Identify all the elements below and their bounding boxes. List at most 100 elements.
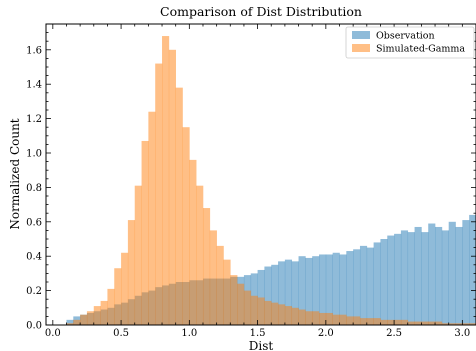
x-tick-label: 0.0: [45, 328, 61, 339]
series-simulated-gamma: [66, 36, 476, 326]
histogram-bar: [346, 316, 354, 325]
histogram-bar: [284, 306, 293, 325]
histogram-bar: [353, 249, 361, 325]
x-tick-label: 0.5: [113, 328, 129, 339]
y-tick-label: 0.2: [26, 286, 42, 297]
histogram-bar: [271, 264, 279, 325]
y-tick-label: 0.6: [26, 217, 42, 228]
y-tick-label: 0.0: [26, 321, 42, 332]
histogram-bar: [162, 36, 170, 325]
legend-label-observation: Observation: [376, 31, 435, 42]
histogram-bar: [141, 140, 149, 325]
x-tick-label: 2.0: [318, 328, 334, 339]
histogram-bar: [414, 226, 422, 325]
histogram-bar: [332, 252, 340, 325]
histogram-bar: [291, 261, 299, 325]
histogram-bar: [469, 214, 476, 325]
y-tick-label: 1.0: [26, 149, 42, 160]
y-tick-label: 0.8: [26, 183, 42, 194]
histogram-bar: [455, 226, 463, 325]
chart-title: Comparison of Dist Distribution: [160, 4, 362, 19]
histogram-bar: [394, 319, 402, 325]
histogram-bar: [462, 323, 470, 325]
histogram-bar: [380, 239, 388, 325]
histogram-bar: [428, 223, 436, 325]
histogram-bar: [448, 323, 456, 325]
histogram-bar: [346, 251, 354, 325]
histogram-bar: [66, 319, 74, 325]
histogram-bar: [373, 242, 381, 325]
histogram-bar: [209, 230, 217, 325]
histogram-bar: [182, 127, 190, 325]
histogram-bar: [134, 185, 142, 325]
histogram-bar: [196, 185, 204, 325]
histogram-bar: [462, 220, 470, 325]
legend-swatch-simulated-gamma: [352, 44, 370, 52]
histogram-bar: [366, 318, 374, 325]
histogram-bar: [223, 259, 231, 325]
histogram-bar: [332, 314, 340, 325]
histogram-bar: [278, 304, 286, 325]
legend-swatch-observation: [352, 31, 370, 39]
histogram-bar: [339, 254, 347, 325]
legend-label-simulated-gamma: Simulated-Gamma: [376, 44, 465, 55]
histogram-bar: [435, 321, 443, 325]
histogram-bar: [243, 290, 252, 325]
histogram-bar: [189, 159, 197, 325]
histogram-bar: [175, 87, 183, 325]
histogram-bar: [407, 321, 415, 325]
histogram-bar: [250, 295, 258, 325]
histogram-bar: [394, 233, 402, 325]
histogram-bar: [100, 300, 108, 325]
histogram-bar: [428, 321, 436, 325]
x-tick-label: 2.5: [386, 328, 402, 339]
legend-box: [345, 26, 475, 59]
histogram-bar: [435, 226, 443, 325]
histogram-bar: [284, 259, 293, 325]
histogram-bar: [107, 288, 115, 325]
histogram-bar: [298, 256, 306, 325]
ticks-layer: 0.0 0.5 1.0 1.5 2.0 2.5 3.0 0.0 0.2 0.4 0.6 0.8 1.0 1…: [26, 24, 476, 339]
histogram-bar: [319, 312, 327, 325]
legend: Observation Simulated-Gamma: [345, 26, 475, 59]
histogram-bar: [202, 208, 211, 325]
plot-frame: [45, 23, 476, 326]
histogram-bar: [66, 323, 74, 325]
histogram-bar: [93, 306, 101, 325]
histogram-bar: [148, 111, 156, 325]
histogram-bar: [421, 232, 429, 325]
histogram-bar: [421, 321, 429, 325]
histogram-bar: [325, 254, 333, 325]
histogram-bar: [441, 323, 449, 325]
histogram-bar: [168, 49, 176, 326]
histogram-bar: [359, 245, 368, 325]
histogram-bar: [312, 311, 320, 325]
histogram-bar: [121, 252, 129, 325]
histogram-bar: [400, 319, 409, 325]
histogram-bar: [414, 321, 422, 325]
y-tick-label: 1.2: [26, 114, 42, 125]
histogram-bar: [257, 269, 265, 325]
histogram-bar: [312, 256, 320, 325]
x-tick-label: 3.0: [454, 328, 470, 339]
histogram-bar: [448, 221, 456, 325]
histogram-bar: [230, 275, 238, 325]
histogram-bar: [264, 300, 272, 325]
histogram-bar: [325, 312, 333, 325]
histogram-bar: [469, 323, 476, 325]
histogram-bar: [366, 247, 374, 325]
histogram-bar: [291, 307, 299, 325]
histogram-bar: [305, 311, 313, 325]
histogram-bar: [359, 318, 368, 325]
histogram-bar: [380, 319, 388, 325]
histogram-bar: [80, 314, 88, 325]
histogram-bar: [298, 309, 306, 325]
histogram-bar: [271, 302, 279, 325]
histogram-bar: [278, 261, 286, 325]
histogram-bar: [73, 319, 81, 325]
histogram-bar: [86, 311, 95, 325]
histogram-bar: [257, 297, 265, 325]
x-tick-label: 1.0: [181, 328, 197, 339]
histogram-bar: [216, 245, 224, 325]
